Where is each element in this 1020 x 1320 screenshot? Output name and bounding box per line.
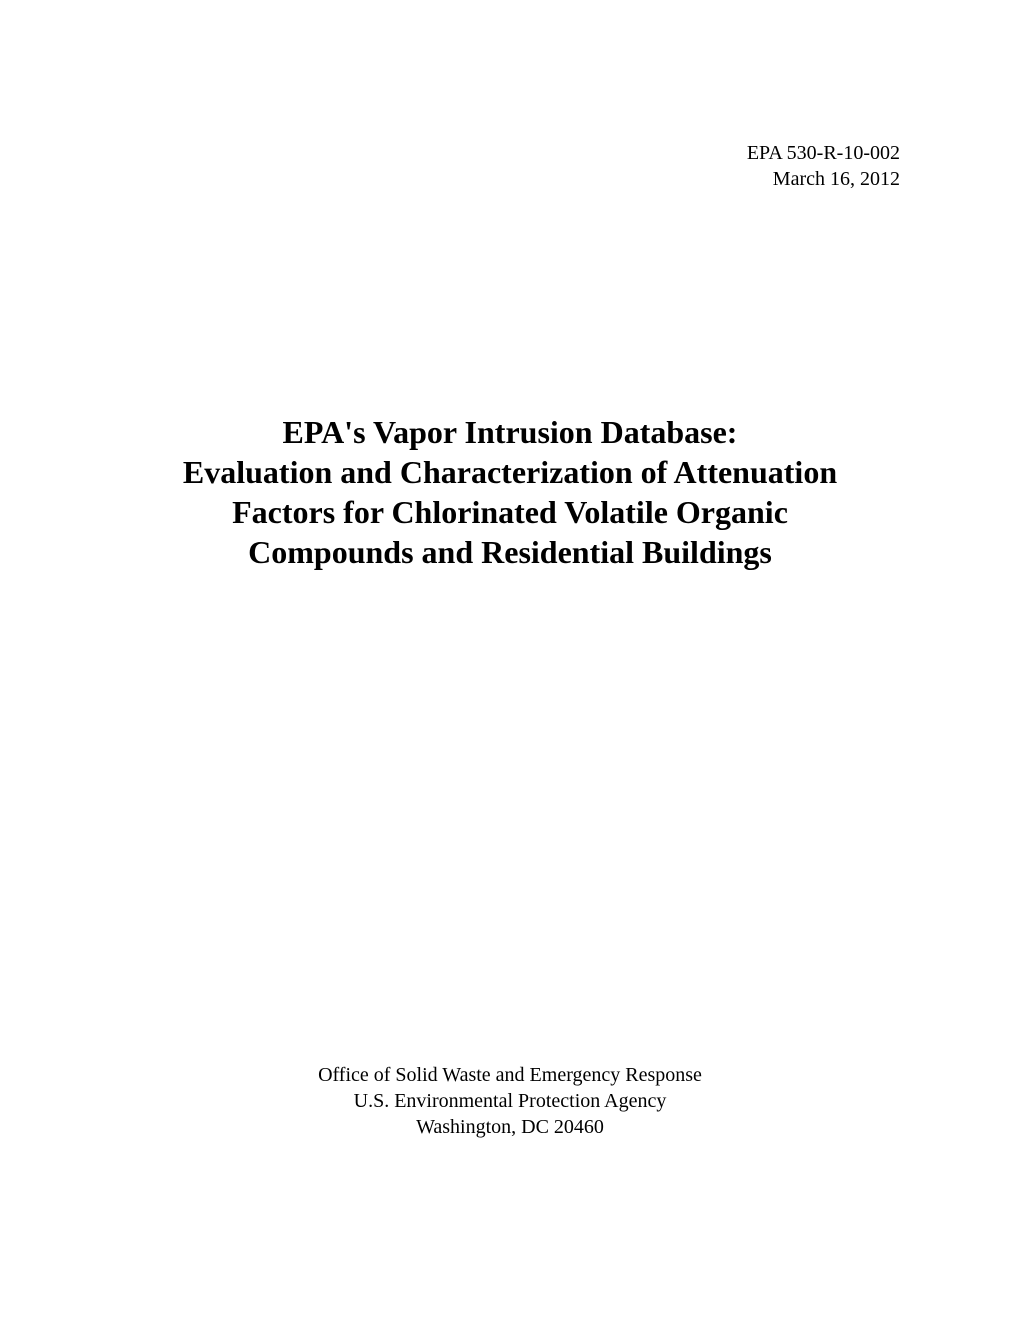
title-line-2: Evaluation and Characterization of Atten…: [140, 452, 880, 492]
title-line-4: Compounds and Residential Buildings: [140, 532, 880, 572]
document-title-block: EPA's Vapor Intrusion Database: Evaluati…: [120, 412, 900, 572]
document-id-block: EPA 530-R-10-002 March 16, 2012: [120, 140, 900, 192]
title-line-1: EPA's Vapor Intrusion Database:: [140, 412, 880, 452]
footer-address: Washington, DC 20460: [120, 1114, 900, 1140]
document-footer-block: Office of Solid Waste and Emergency Resp…: [120, 1062, 900, 1140]
footer-office: Office of Solid Waste and Emergency Resp…: [120, 1062, 900, 1088]
document-id: EPA 530-R-10-002: [120, 140, 900, 166]
footer-agency: U.S. Environmental Protection Agency: [120, 1088, 900, 1114]
document-date: March 16, 2012: [120, 166, 900, 192]
title-line-3: Factors for Chlorinated Volatile Organic: [140, 492, 880, 532]
